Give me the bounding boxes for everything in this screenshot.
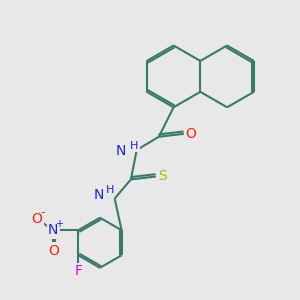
- Text: N: N: [48, 223, 58, 237]
- Text: F: F: [74, 265, 82, 278]
- Text: O: O: [32, 212, 43, 226]
- Text: H: H: [130, 141, 139, 151]
- Text: N: N: [94, 188, 104, 202]
- Text: O: O: [185, 127, 196, 141]
- Text: S: S: [158, 169, 167, 184]
- Text: N: N: [116, 145, 126, 158]
- Text: -: -: [41, 206, 45, 219]
- Text: O: O: [48, 244, 59, 258]
- Text: H: H: [106, 185, 114, 195]
- Text: +: +: [55, 219, 62, 229]
